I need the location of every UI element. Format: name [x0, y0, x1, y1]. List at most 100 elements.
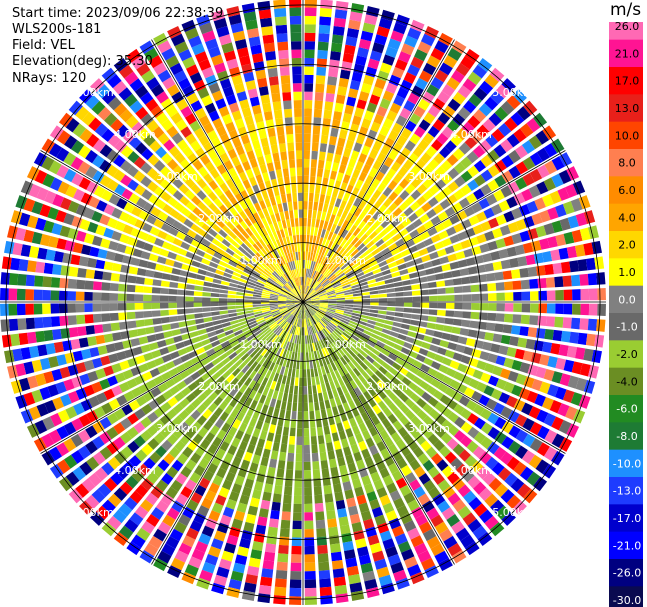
velocity-gate [512, 500, 527, 515]
velocity-gate [441, 465, 455, 478]
velocity-gate [427, 281, 437, 289]
velocity-gate [280, 519, 291, 529]
velocity-gate [332, 25, 345, 36]
velocity-gate [277, 374, 283, 384]
velocity-gate [554, 316, 564, 328]
velocity-gate [272, 363, 279, 373]
velocity-gate [294, 377, 299, 387]
velocity-gate [290, 334, 295, 343]
velocity-gate [366, 408, 376, 419]
velocity-gate [402, 285, 412, 291]
velocity-gate [128, 455, 142, 468]
velocity-gate [164, 360, 176, 370]
velocity-gate [420, 557, 436, 571]
velocity-gate [327, 293, 336, 297]
velocity-gate [328, 323, 336, 330]
velocity-gate [335, 310, 344, 315]
velocity-gate [453, 371, 465, 382]
velocity-gate [249, 370, 257, 380]
velocity-gate [387, 335, 398, 343]
velocity-gate [414, 126, 426, 138]
velocity-gate [461, 276, 471, 285]
velocity-gate [269, 353, 276, 362]
velocity-gate [547, 207, 559, 220]
velocity-gate [303, 184, 309, 193]
velocity-gate [184, 404, 196, 415]
velocity-gate [513, 461, 527, 476]
velocity-gate [139, 550, 155, 564]
velocity-gate [317, 310, 325, 316]
velocity-gate [333, 314, 343, 319]
velocity-gate [190, 452, 202, 464]
velocity-gate [539, 238, 550, 250]
velocity-gate [319, 578, 332, 588]
velocity-gate [453, 403, 465, 415]
velocity-gate [305, 285, 309, 294]
velocity-gate [307, 209, 313, 219]
velocity-gate [494, 416, 507, 430]
velocity-gate [162, 514, 176, 528]
velocity-gate [183, 360, 194, 369]
velocity-gate [304, 74, 314, 84]
velocity-gate [303, 299, 312, 302]
velocity-gate [467, 329, 478, 338]
velocity-gate [363, 268, 373, 275]
velocity-gate [404, 452, 416, 464]
velocity-gate [380, 375, 391, 385]
velocity-gate [290, 342, 294, 352]
velocity-gate [151, 465, 165, 478]
velocity-gate [460, 239, 471, 250]
velocity-gate [310, 304, 319, 308]
velocity-gate [444, 451, 457, 464]
velocity-gate [250, 549, 262, 560]
velocity-gate [428, 408, 440, 420]
velocity-gate [311, 452, 319, 462]
velocity-gate [321, 247, 327, 256]
velocity-gate [350, 248, 359, 257]
velocity-gate [559, 373, 571, 387]
velocity-gate [258, 321, 267, 327]
velocity-gate [549, 400, 562, 414]
velocity-gate [262, 448, 271, 459]
colorbar-tick-label: 6.0 [618, 184, 636, 197]
velocity-gate [369, 94, 381, 106]
velocity-gate [278, 319, 286, 326]
velocity-gate [363, 203, 372, 214]
colorbar-tick-label: -13.0 [613, 485, 641, 498]
velocity-gate [490, 343, 501, 354]
velocity-gate [400, 323, 410, 330]
velocity-gate [319, 375, 325, 385]
velocity-gate [551, 416, 564, 431]
velocity-gate [457, 231, 468, 241]
velocity-gate [316, 263, 322, 272]
velocity-gate [211, 371, 222, 381]
velocity-gate [312, 209, 317, 219]
velocity-gate [79, 461, 93, 476]
velocity-gate [327, 304, 337, 308]
velocity-gate [438, 32, 453, 46]
velocity-gate [349, 513, 361, 524]
velocity-gate [434, 550, 449, 564]
velocity-gate [409, 133, 421, 145]
velocity-gate [410, 278, 420, 285]
velocity-gate [331, 264, 339, 273]
velocity-gate [218, 366, 228, 375]
velocity-gate [347, 462, 357, 473]
velocity-gate [179, 434, 191, 446]
velocity-gate [385, 238, 395, 247]
velocity-gate [308, 334, 312, 344]
velocity-gate [327, 295, 337, 298]
velocity-gate [208, 546, 221, 558]
velocity-gate [190, 371, 201, 381]
velocity-gate [253, 341, 262, 350]
velocity-gate [517, 256, 528, 267]
velocity-gate [150, 387, 162, 398]
velocity-gate [261, 377, 269, 387]
velocity-gate [403, 296, 413, 302]
velocity-gate [311, 302, 320, 304]
velocity-gate [304, 512, 314, 521]
velocity-gate [175, 363, 186, 373]
velocity-gate [34, 419, 48, 435]
velocity-gate [231, 518, 243, 530]
velocity-gate [417, 98, 431, 111]
